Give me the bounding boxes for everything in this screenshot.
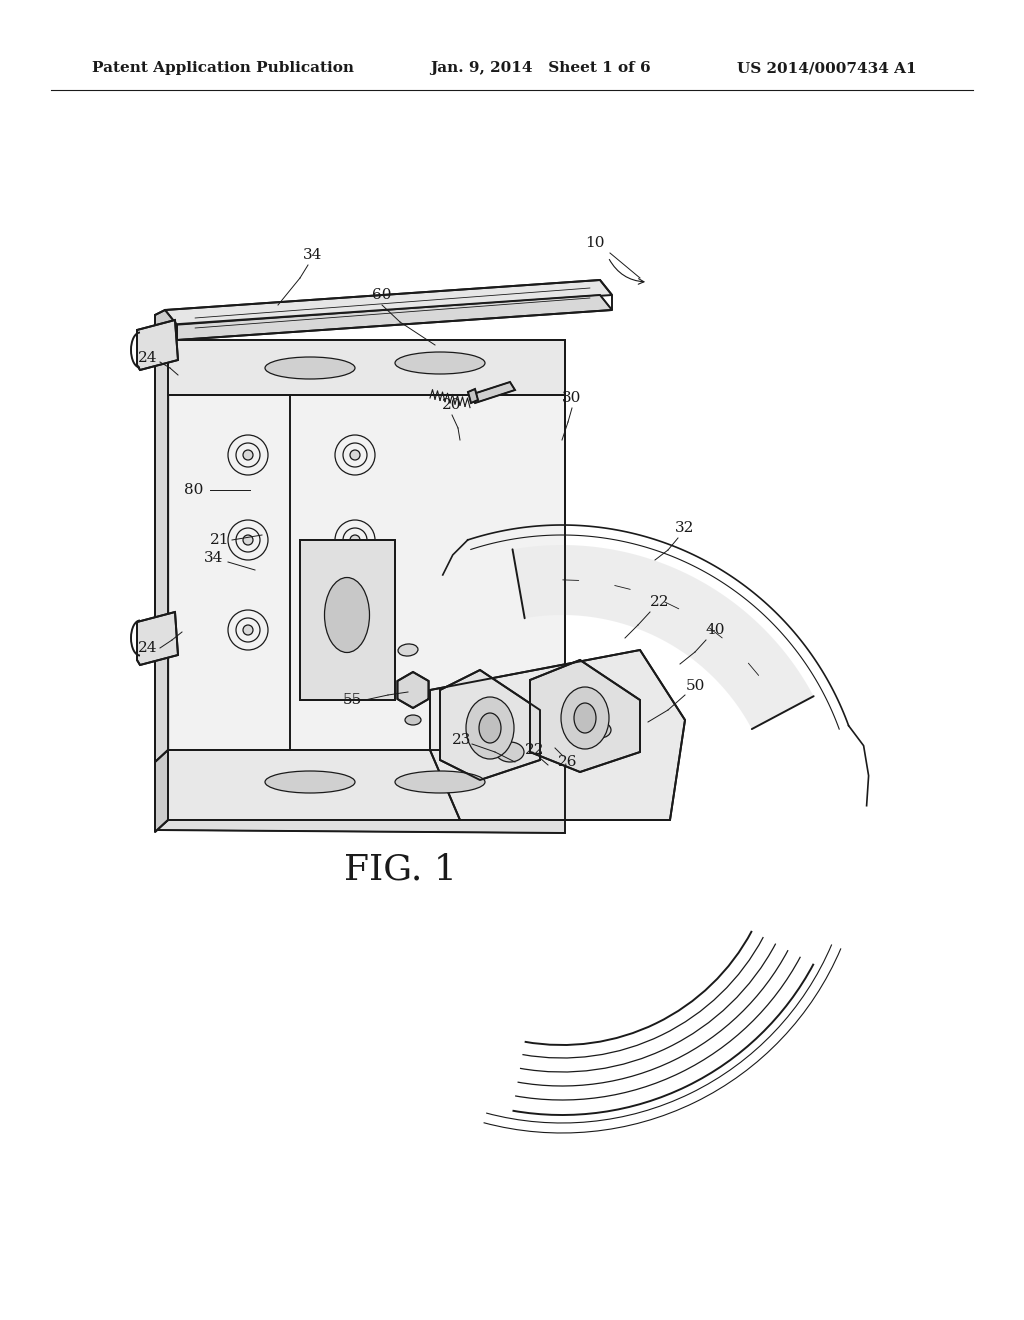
Ellipse shape	[395, 352, 485, 374]
Polygon shape	[397, 672, 429, 708]
Ellipse shape	[561, 686, 609, 748]
Polygon shape	[530, 660, 640, 772]
Polygon shape	[512, 545, 814, 729]
Text: Jan. 9, 2014   Sheet 1 of 6: Jan. 9, 2014 Sheet 1 of 6	[430, 61, 650, 75]
Text: 40: 40	[706, 623, 725, 638]
Ellipse shape	[265, 356, 355, 379]
Ellipse shape	[589, 722, 611, 738]
Ellipse shape	[406, 715, 421, 725]
Ellipse shape	[496, 742, 524, 762]
Circle shape	[243, 450, 253, 459]
Polygon shape	[155, 310, 177, 347]
Polygon shape	[300, 540, 395, 700]
Text: 24: 24	[138, 642, 158, 655]
Text: 34: 34	[205, 550, 223, 565]
Ellipse shape	[395, 771, 485, 793]
Text: 24: 24	[138, 351, 158, 366]
Text: 10: 10	[586, 236, 605, 249]
Text: 30: 30	[562, 391, 582, 405]
Polygon shape	[155, 341, 168, 830]
Ellipse shape	[398, 644, 418, 656]
Polygon shape	[137, 319, 178, 370]
Text: 80: 80	[184, 483, 204, 498]
Polygon shape	[470, 381, 515, 403]
Ellipse shape	[265, 771, 355, 793]
Circle shape	[350, 450, 360, 459]
Text: 60: 60	[373, 288, 392, 302]
Polygon shape	[165, 294, 612, 341]
Text: 26: 26	[558, 755, 578, 770]
Text: 23: 23	[453, 733, 472, 747]
Text: 22: 22	[525, 743, 545, 756]
Text: 50: 50	[685, 678, 705, 693]
Polygon shape	[137, 612, 178, 665]
Ellipse shape	[479, 713, 501, 743]
Text: US 2014/0007434 A1: US 2014/0007434 A1	[737, 61, 916, 75]
Polygon shape	[168, 750, 565, 820]
Text: 34: 34	[303, 248, 323, 261]
Text: 20: 20	[442, 399, 462, 412]
Circle shape	[243, 535, 253, 545]
Circle shape	[243, 624, 253, 635]
Polygon shape	[468, 389, 478, 403]
Ellipse shape	[466, 697, 514, 759]
Text: 55: 55	[342, 693, 361, 708]
Ellipse shape	[325, 578, 370, 652]
Ellipse shape	[574, 704, 596, 733]
Polygon shape	[168, 341, 565, 820]
Polygon shape	[430, 649, 685, 820]
Text: 21: 21	[210, 533, 229, 546]
Text: Patent Application Publication: Patent Application Publication	[92, 61, 354, 75]
Text: 22: 22	[650, 595, 670, 609]
Polygon shape	[168, 341, 565, 395]
Polygon shape	[155, 820, 565, 833]
Polygon shape	[155, 750, 168, 832]
Circle shape	[350, 535, 360, 545]
Circle shape	[350, 624, 360, 635]
Text: 32: 32	[675, 521, 694, 535]
Text: FIG. 1: FIG. 1	[344, 853, 457, 887]
Polygon shape	[165, 280, 612, 325]
Polygon shape	[440, 671, 540, 780]
